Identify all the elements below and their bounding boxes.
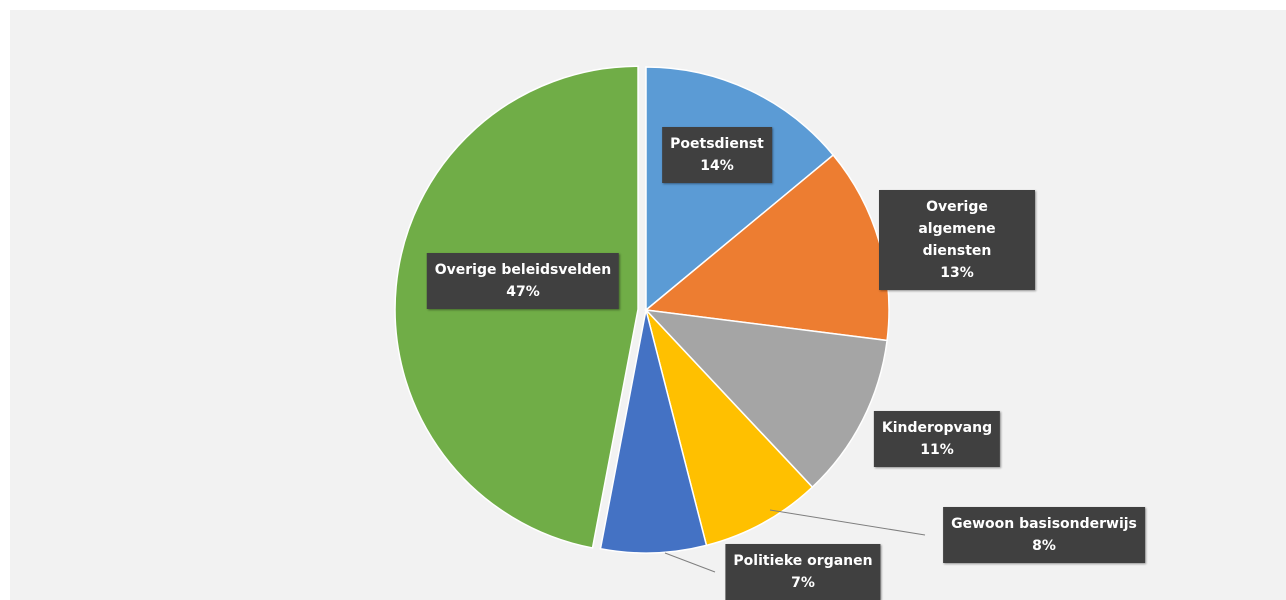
label-name: Kinderopvang: [881, 420, 993, 436]
label-name: Overige algemene diensten: [918, 199, 996, 259]
data-label: Politieke organen 7%: [725, 544, 881, 600]
label-name: Politieke organen: [733, 553, 873, 569]
data-label: Kinderopvang 11%: [873, 411, 1001, 467]
label-value: 8%: [1032, 538, 1056, 554]
data-label: Gewoon basisonderwijs 8%: [943, 507, 1145, 563]
data-label: Overige algemene diensten 13%: [879, 190, 1035, 290]
leader-line: [664, 552, 716, 573]
pie-slice: [645, 309, 814, 547]
pie-slice: [599, 309, 708, 554]
data-label: Overige beleidsvelden 47%: [426, 253, 620, 309]
label-name: Overige beleidsvelden: [434, 262, 612, 278]
chart-area: Poetsdienst 14% Overige algemene diensten 1…: [10, 10, 1286, 600]
label-value: 13%: [940, 265, 974, 281]
label-name: Poetsdienst: [670, 136, 764, 152]
label-name: Gewoon basisonderwijs: [951, 516, 1137, 532]
label-value: 47%: [506, 284, 540, 300]
label-value: 11%: [920, 442, 954, 458]
label-value: 7%: [791, 575, 815, 591]
leader-line: [769, 509, 926, 536]
data-label: Poetsdienst 14%: [662, 127, 772, 183]
label-value: 14%: [700, 158, 734, 174]
pie-slice: [644, 308, 888, 489]
